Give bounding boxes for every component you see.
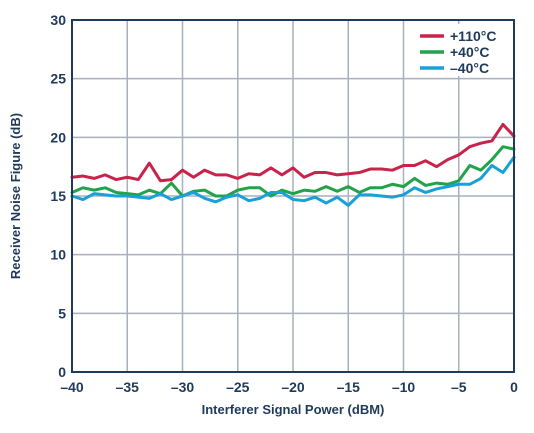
tick-labels: –40 –35 –30 –25 –20 –15 –10 –5 0 0 5 10 15 20 25 30 xyxy=(50,12,518,395)
legend-label-2: –40°C xyxy=(450,60,489,76)
y-tick-label: 25 xyxy=(50,71,66,87)
x-axis-label: Interferer Signal Power (dBM) xyxy=(202,402,385,417)
x-tick-label: –5 xyxy=(451,379,467,395)
x-tick-label: –15 xyxy=(337,379,361,395)
x-tick-label: –10 xyxy=(392,379,416,395)
series-line-2 xyxy=(70,155,516,207)
series-line-1 xyxy=(70,145,516,198)
legend-label-1: +40°C xyxy=(450,44,489,60)
y-tick-label: 20 xyxy=(50,129,66,145)
x-tick-label: 0 xyxy=(510,379,518,395)
x-tick-label: –40 xyxy=(60,379,84,395)
y-tick-label: 15 xyxy=(50,188,66,204)
y-tick-label: 10 xyxy=(50,247,66,263)
y-tick-label: 0 xyxy=(58,364,66,380)
legend-label-0: +110°C xyxy=(450,28,496,44)
x-tick-label: –20 xyxy=(281,379,305,395)
y-axis-label: Receiver Noise Figure (dB) xyxy=(8,113,23,279)
y-tick-label: 5 xyxy=(58,305,66,321)
plot-frame xyxy=(71,19,515,373)
x-tick-label: –30 xyxy=(171,379,195,395)
series-lines xyxy=(70,122,516,207)
x-tick-label: –35 xyxy=(116,379,140,395)
series-line-0 xyxy=(70,122,516,183)
x-tick-label: –25 xyxy=(226,379,250,395)
legend: +110°C+40°C–40°C xyxy=(408,24,508,76)
y-tick-label: 30 xyxy=(50,12,66,28)
